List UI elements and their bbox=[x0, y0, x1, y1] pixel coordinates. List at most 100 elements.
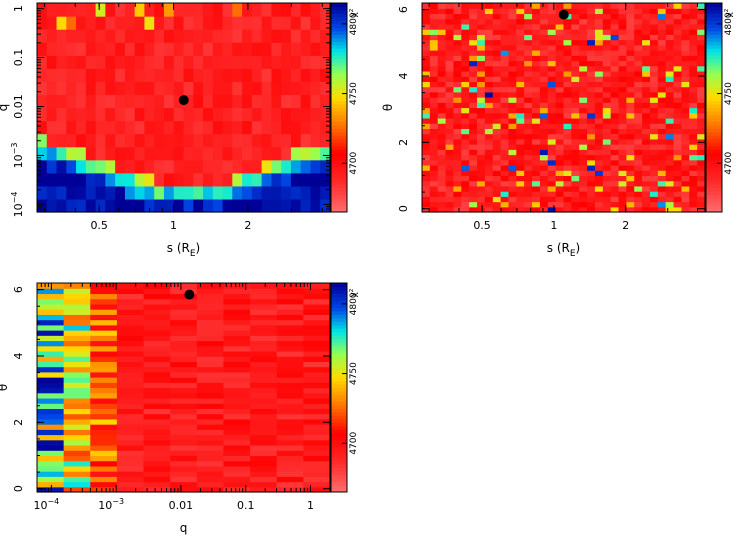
heatmap-cell bbox=[144, 133, 155, 148]
heatmap-cell bbox=[170, 293, 198, 300]
heatmap-cell bbox=[320, 42, 331, 56]
heatmap-cell bbox=[524, 76, 533, 82]
heatmap-cell bbox=[173, 55, 185, 69]
heatmap-cell bbox=[524, 180, 533, 187]
heatmap-cell bbox=[173, 198, 185, 213]
heatmap-cell bbox=[665, 18, 675, 25]
heatmap-cell bbox=[281, 16, 292, 30]
heatmap-cell bbox=[250, 471, 278, 477]
colorbar-segment bbox=[331, 464, 347, 469]
heatmap-cell bbox=[602, 112, 612, 119]
heatmap-cell bbox=[610, 44, 620, 51]
heatmap-cell bbox=[477, 123, 486, 129]
heatmap-cell bbox=[261, 3, 272, 17]
heatmap-cell bbox=[649, 65, 659, 72]
colorbar-tick-label: 4750 bbox=[349, 362, 359, 385]
heatmap-cell bbox=[251, 42, 263, 56]
heatmap-cell bbox=[492, 159, 502, 166]
heatmap-cell bbox=[437, 201, 447, 208]
heatmap-cell bbox=[689, 133, 698, 140]
heatmap-cell bbox=[116, 340, 145, 347]
heatmap-cell bbox=[634, 170, 643, 177]
heatmap-cell bbox=[453, 97, 462, 103]
heatmap-cell bbox=[261, 146, 272, 161]
heatmap-cell bbox=[610, 29, 620, 35]
heatmap-cell bbox=[37, 81, 48, 96]
heatmap-cell bbox=[303, 424, 331, 430]
heatmap-cell bbox=[571, 175, 580, 182]
heatmap-cell bbox=[276, 392, 304, 399]
x-axis-label: s (RE) bbox=[167, 241, 200, 259]
heatmap-cell bbox=[429, 175, 439, 182]
colorbar-segment bbox=[706, 205, 722, 210]
heatmap-cell bbox=[422, 196, 431, 203]
heatmap-cell bbox=[429, 159, 439, 166]
heatmap-cell bbox=[163, 68, 175, 82]
heatmap-cell bbox=[634, 201, 643, 208]
heatmap-cell bbox=[251, 29, 263, 43]
heatmap-cell bbox=[665, 180, 675, 187]
heatmap-cell bbox=[642, 70, 651, 77]
heatmap-cell bbox=[610, 34, 620, 41]
heatmap-cell bbox=[46, 68, 58, 82]
heatmap-cell bbox=[85, 172, 97, 187]
heatmap-cell bbox=[594, 44, 604, 51]
y-tick-label: 4 bbox=[12, 352, 25, 359]
heatmap-cell bbox=[193, 120, 204, 135]
heatmap-cell bbox=[276, 361, 304, 368]
colorbar-segment bbox=[706, 58, 722, 63]
heatmap-cell bbox=[242, 55, 253, 69]
heatmap-cell bbox=[618, 170, 627, 177]
colorbar-segment bbox=[706, 177, 722, 182]
heatmap-cell bbox=[66, 81, 77, 96]
heatmap-cell bbox=[154, 172, 165, 187]
colorbar-segment bbox=[706, 131, 722, 136]
heatmap-cell bbox=[116, 361, 145, 368]
heatmap-cell bbox=[116, 356, 145, 362]
heatmap-cell bbox=[445, 201, 455, 208]
heatmap-cell bbox=[453, 206, 462, 213]
y-tick-label: 0 bbox=[12, 485, 25, 492]
heatmap-cell bbox=[492, 201, 502, 208]
heatmap-cell bbox=[539, 112, 549, 119]
heatmap-cell bbox=[539, 138, 549, 145]
heatmap-cell bbox=[56, 16, 67, 30]
heatmap-cell bbox=[90, 460, 118, 467]
heatmap-cell bbox=[37, 392, 65, 399]
heatmap-cell bbox=[579, 170, 588, 177]
heatmap-cell bbox=[223, 486, 251, 493]
colorbar-segment bbox=[706, 30, 722, 35]
heatmap-cell bbox=[500, 34, 510, 41]
heatmap-cell bbox=[571, 112, 580, 119]
heatmap-cell bbox=[697, 112, 706, 119]
heatmap-cell bbox=[697, 60, 706, 67]
heatmap-cell bbox=[516, 8, 525, 15]
heatmap-cell bbox=[673, 76, 683, 82]
heatmap-cell bbox=[547, 112, 557, 119]
heatmap-cell bbox=[271, 16, 282, 30]
heatmap-cell bbox=[524, 8, 533, 15]
heatmap-cell bbox=[649, 144, 659, 150]
heatmap-cell bbox=[547, 91, 557, 98]
heatmap-cell bbox=[261, 94, 272, 109]
heatmap-cell bbox=[594, 196, 604, 203]
heatmap-cell bbox=[492, 86, 502, 93]
colorbar-segment bbox=[331, 208, 347, 213]
heatmap-cell bbox=[115, 29, 126, 43]
heatmap-cell bbox=[555, 76, 565, 82]
heatmap-cell bbox=[143, 387, 171, 394]
heatmap-cell bbox=[232, 146, 243, 161]
heatmap-cell bbox=[461, 185, 470, 192]
heatmap-cell bbox=[310, 94, 321, 109]
heatmap-cell bbox=[242, 120, 253, 135]
heatmap-cell bbox=[547, 97, 557, 103]
heatmap-cell bbox=[250, 288, 278, 295]
heatmap-cell bbox=[689, 107, 698, 114]
heatmap-cell bbox=[90, 330, 118, 336]
heatmap-cell bbox=[524, 133, 533, 140]
heatmap-cell bbox=[681, 29, 690, 35]
heatmap-cell bbox=[320, 146, 331, 161]
heatmap-cell bbox=[516, 159, 525, 166]
heatmap-cell bbox=[276, 439, 304, 446]
